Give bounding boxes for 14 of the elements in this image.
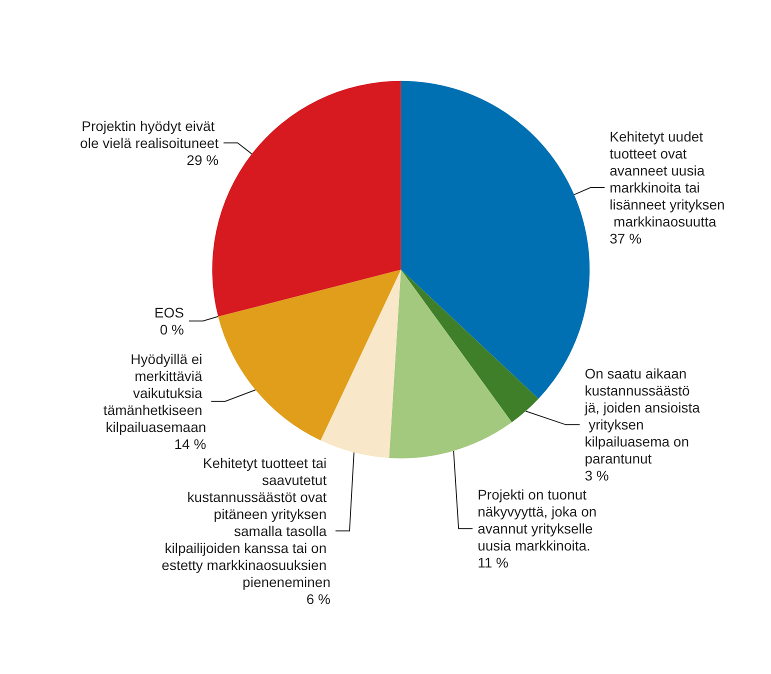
slice-label: On saatu aikaan kustannussäästöjä, joiden ansioista yrityksen kilpailuasema on parantunut — [584, 366, 700, 467]
slice-label: Hyödyillä ei merkittäviä vaikutuksia tämänhetkiseen kilpailuasemaan — [103, 350, 206, 435]
slice-label: Kehitetyt tuotteet tai saavutetut kustannussäästöt ovat pitäneen yrityksen samalla tasolla kilpailijoiden kanssa tai on estetty markkinaosuuksien pieneneminen — [162, 454, 331, 590]
slice-label: Projekti on tuonut näkyvyyttä, joka on avannut yritykselle uusia markkinoita. — [478, 486, 601, 554]
slice-label: Projektin hyödyt eivät ole vielä realisoituneet — [80, 118, 219, 151]
data-label: 14 % — [174, 436, 206, 452]
data-label: 6 % — [306, 590, 331, 607]
data-label: 3 % — [584, 468, 609, 484]
text: 0 % — [160, 322, 184, 338]
data-label: 11 % — [478, 554, 508, 571]
slice-label: Kehitetyt uudet tuotteet ovat avanneet uusia markkinoita tai lisänneet yrityksen markkinaosuutta — [610, 128, 725, 230]
data-label: 37 % — [610, 230, 642, 246]
data-label: 29 % — [186, 152, 219, 168]
legend-label: EOS — [154, 304, 184, 321]
